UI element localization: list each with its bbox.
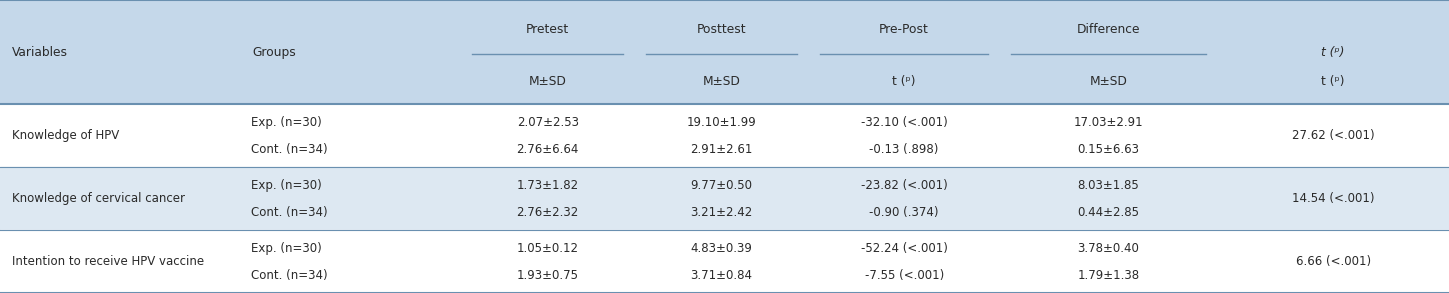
Text: 3.78±0.40: 3.78±0.40 bbox=[1078, 242, 1139, 255]
Text: Groups: Groups bbox=[252, 45, 296, 59]
Text: 9.77±0.50: 9.77±0.50 bbox=[691, 179, 752, 193]
Text: -7.55 (<.001): -7.55 (<.001) bbox=[865, 269, 943, 282]
Text: 17.03±2.91: 17.03±2.91 bbox=[1074, 116, 1143, 130]
Text: -52.24 (<.001): -52.24 (<.001) bbox=[861, 242, 948, 255]
Text: 2.07±2.53: 2.07±2.53 bbox=[517, 116, 578, 130]
Text: -32.10 (<.001): -32.10 (<.001) bbox=[861, 116, 948, 130]
Text: Cont. (n=34): Cont. (n=34) bbox=[251, 206, 327, 219]
Text: 27.62 (<.001): 27.62 (<.001) bbox=[1291, 129, 1375, 142]
Text: 1.73±1.82: 1.73±1.82 bbox=[517, 179, 578, 193]
Text: Exp. (n=30): Exp. (n=30) bbox=[251, 116, 322, 130]
Text: Exp. (n=30): Exp. (n=30) bbox=[251, 179, 322, 193]
Text: 0.44±2.85: 0.44±2.85 bbox=[1078, 206, 1139, 219]
Text: 3.71±0.84: 3.71±0.84 bbox=[691, 269, 752, 282]
Text: Difference: Difference bbox=[1077, 23, 1140, 36]
Text: t (ᵖ): t (ᵖ) bbox=[893, 75, 916, 88]
Text: 1.05±0.12: 1.05±0.12 bbox=[517, 242, 578, 255]
Text: Pretest: Pretest bbox=[526, 23, 569, 36]
Text: -0.13 (.898): -0.13 (.898) bbox=[869, 143, 939, 156]
Text: 6.66 (<.001): 6.66 (<.001) bbox=[1295, 255, 1371, 268]
Bar bbox=[0, 0, 1449, 104]
Text: Cont. (n=34): Cont. (n=34) bbox=[251, 143, 327, 156]
Bar bbox=[0, 104, 1449, 167]
Text: Cont. (n=34): Cont. (n=34) bbox=[251, 269, 327, 282]
Text: -23.82 (<.001): -23.82 (<.001) bbox=[861, 179, 948, 193]
Text: M±SD: M±SD bbox=[529, 75, 567, 88]
Text: 14.54 (<.001): 14.54 (<.001) bbox=[1293, 192, 1374, 205]
Text: 2.91±2.61: 2.91±2.61 bbox=[690, 143, 753, 156]
Text: Pre-Post: Pre-Post bbox=[880, 23, 929, 36]
Text: -0.90 (.374): -0.90 (.374) bbox=[869, 206, 939, 219]
Text: Intention to receive HPV vaccine: Intention to receive HPV vaccine bbox=[12, 255, 204, 268]
Text: Variables: Variables bbox=[12, 45, 68, 59]
Text: 19.10±1.99: 19.10±1.99 bbox=[687, 116, 756, 130]
Bar bbox=[0, 230, 1449, 293]
Text: M±SD: M±SD bbox=[703, 75, 740, 88]
Text: 1.79±1.38: 1.79±1.38 bbox=[1078, 269, 1139, 282]
Text: Knowledge of HPV: Knowledge of HPV bbox=[12, 129, 119, 142]
Text: Exp. (n=30): Exp. (n=30) bbox=[251, 242, 322, 255]
Bar bbox=[0, 167, 1449, 230]
Text: M±SD: M±SD bbox=[1090, 75, 1127, 88]
Text: Knowledge of cervical cancer: Knowledge of cervical cancer bbox=[12, 192, 184, 205]
Text: 2.76±6.64: 2.76±6.64 bbox=[516, 143, 580, 156]
Text: Posttest: Posttest bbox=[697, 23, 746, 36]
Text: t (ᵖ): t (ᵖ) bbox=[1321, 75, 1345, 88]
Text: t (ᵖ): t (ᵖ) bbox=[1321, 45, 1345, 59]
Text: 3.21±2.42: 3.21±2.42 bbox=[691, 206, 752, 219]
Text: 0.15±6.63: 0.15±6.63 bbox=[1078, 143, 1139, 156]
Text: 1.93±0.75: 1.93±0.75 bbox=[517, 269, 578, 282]
Text: 2.76±2.32: 2.76±2.32 bbox=[517, 206, 578, 219]
Text: 4.83±0.39: 4.83±0.39 bbox=[691, 242, 752, 255]
Text: 8.03±1.85: 8.03±1.85 bbox=[1078, 179, 1139, 193]
